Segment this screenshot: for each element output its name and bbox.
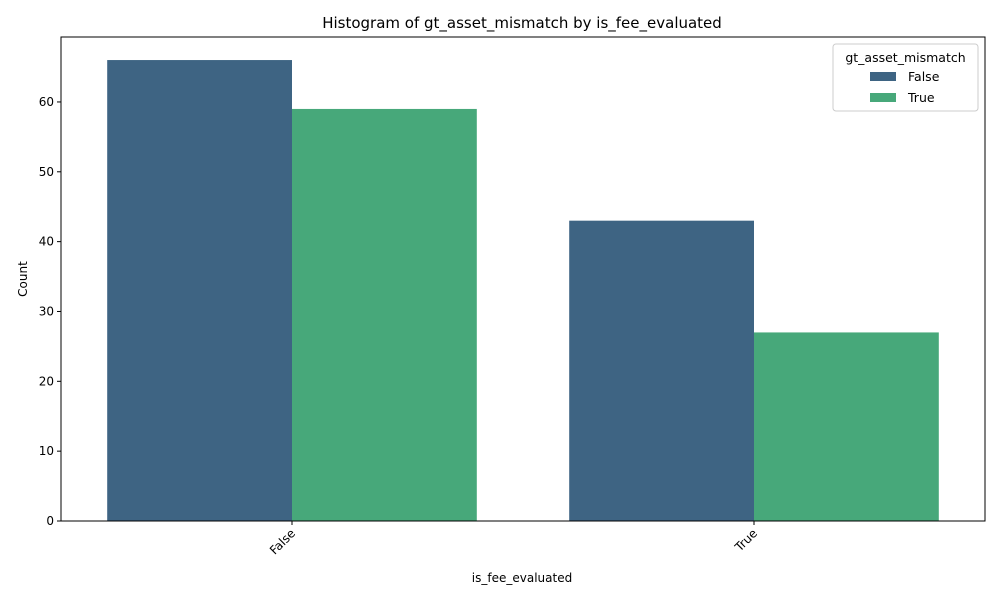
- chart-title: Histogram of gt_asset_mismatch by is_fee…: [322, 14, 722, 33]
- y-tick-label: 20: [39, 374, 54, 388]
- y-axis-title: Count: [16, 261, 30, 297]
- legend-title: gt_asset_mismatch: [845, 50, 965, 65]
- y-tick-label: 60: [39, 95, 54, 109]
- legend-label-true: True: [907, 90, 935, 105]
- x-tick-label: True: [731, 526, 760, 555]
- legend-label-false: False: [908, 69, 940, 84]
- x-axis-title: is_fee_evaluated: [472, 571, 572, 585]
- y-tick-label: 10: [39, 444, 54, 458]
- bar-false-true: [292, 108, 477, 521]
- bar-true-true: [754, 332, 939, 521]
- bar-false-false: [107, 60, 292, 522]
- x-tick-label: False: [267, 526, 298, 557]
- y-tick-label: 50: [39, 165, 54, 179]
- legend: gt_asset_mismatch False True: [832, 43, 979, 112]
- legend-swatch-true: [870, 93, 896, 102]
- y-tick-label: 0: [46, 514, 54, 528]
- y-tick-label: 40: [39, 235, 54, 249]
- y-tick-label: 30: [39, 304, 54, 318]
- bars-layer: [107, 60, 939, 522]
- legend-swatch-false: [870, 72, 896, 81]
- legend-box: [832, 43, 979, 112]
- bar-true-false: [569, 220, 754, 521]
- plot-frame: [60, 36, 986, 522]
